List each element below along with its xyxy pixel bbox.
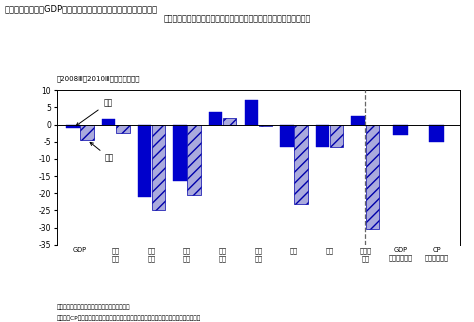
Bar xyxy=(330,125,344,147)
Bar xyxy=(102,119,116,125)
Bar xyxy=(280,125,294,147)
Bar xyxy=(316,125,329,147)
Bar xyxy=(152,125,165,210)
Text: 実質: 実質 xyxy=(76,99,112,126)
Bar xyxy=(187,125,201,195)
Bar xyxy=(173,125,187,181)
Bar xyxy=(259,125,272,126)
Bar xyxy=(223,118,237,125)
Bar xyxy=(429,125,444,142)
Text: 名目: 名目 xyxy=(90,142,114,163)
Text: CPデフレーターは、家計最終消費支出（除く持ち家の帰属家賃）デフレーター。: CPデフレーターは、家計最終消費支出（除く持ち家の帰属家賃）デフレーター。 xyxy=(57,315,201,320)
Bar xyxy=(137,125,151,197)
Bar xyxy=(393,125,409,135)
Bar xyxy=(245,100,258,125)
Bar xyxy=(294,125,308,204)
Bar xyxy=(352,116,365,125)
Bar xyxy=(365,125,379,229)
Text: 実質雇用者報酬、実質個人消費はリーマンショック前の水準まで回復: 実質雇用者報酬、実質個人消費はリーマンショック前の水準まで回復 xyxy=(164,14,310,24)
Bar xyxy=(209,112,222,125)
Bar xyxy=(116,125,129,133)
Text: （2008Ⅲ～2010Ⅲの変化率、％）: （2008Ⅲ～2010Ⅲの変化率、％） xyxy=(57,75,140,82)
Text: （備考）内閣府「国民経済計算」により作成。: （備考）内閣府「国民経済計算」により作成。 xyxy=(57,304,130,310)
Bar xyxy=(66,125,80,128)
Text: 第１－１－３図　GDP需要項目等のリーマンショック前との比較: 第１－１－３図 GDP需要項目等のリーマンショック前との比較 xyxy=(5,5,158,14)
Bar xyxy=(80,125,94,140)
